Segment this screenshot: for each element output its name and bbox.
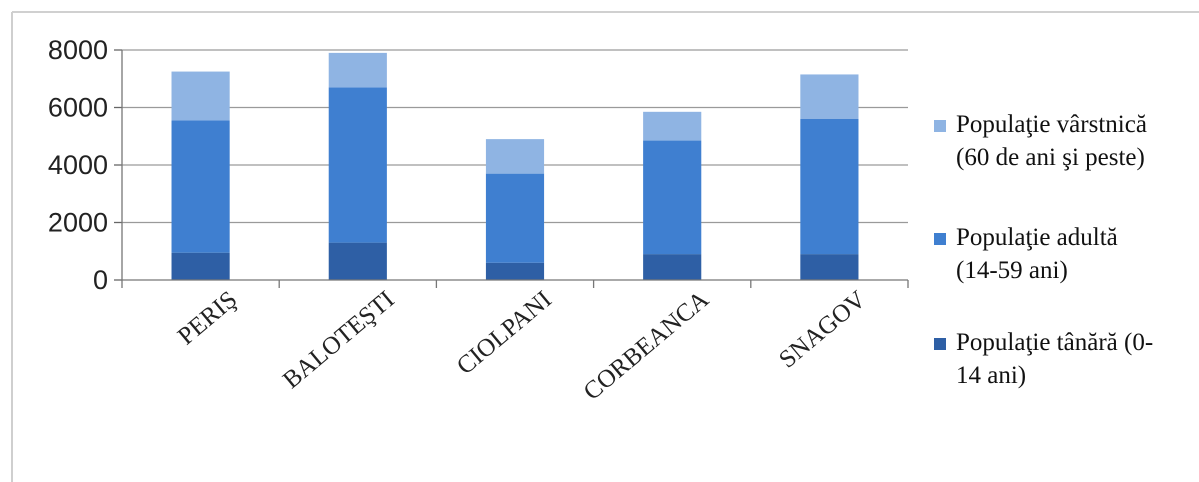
bar-segment: [643, 254, 702, 280]
y-tick-label: 8000: [48, 35, 108, 65]
bar-segment: [485, 139, 545, 174]
y-tick-label: 2000: [48, 208, 108, 238]
legend-label: Populaţie adultă: [956, 224, 1118, 251]
legend-label: Populaţie vârstnică: [956, 111, 1147, 138]
x-category-label: CORBEANCA: [579, 286, 714, 406]
bar-segment: [800, 254, 859, 280]
bar-segment: [800, 74, 859, 119]
legend-swatch: [934, 233, 946, 245]
bar-segment: [643, 140, 702, 255]
bar-segment: [800, 119, 859, 255]
x-category-labels: PERIŞ BALOTEŞTI CIOLPANI CORBEANCA SNAGOV: [173, 286, 871, 406]
x-category-label: SNAGOV: [774, 286, 871, 374]
legend: Populaţie vârstnică (60 de ani şi peste) P…: [934, 111, 1153, 389]
bar-segment: [485, 173, 545, 263]
bar-segment: [171, 252, 230, 280]
y-tick-label: 4000: [48, 150, 108, 180]
bar-segment: [171, 120, 230, 253]
x-category-label: PERIŞ: [173, 286, 243, 350]
y-tick-label: 0: [93, 265, 108, 295]
y-tick-label: 6000: [48, 93, 108, 123]
bar-segment: [328, 52, 387, 88]
bar-segment: [328, 242, 387, 280]
legend-label: (60 de ani şi peste): [956, 144, 1145, 171]
bars: [171, 52, 859, 280]
bar-segment: [328, 87, 387, 243]
x-category-label: BALOTEŞTI: [278, 286, 400, 394]
y-tick-labels: 0 2000 4000 6000 8000: [48, 35, 108, 295]
axes: [114, 49, 909, 288]
legend-label: Populaţie tânără (0-: [956, 329, 1153, 356]
bar-segment: [643, 111, 702, 141]
bar-segment: [171, 71, 230, 121]
legend-swatch: [934, 338, 946, 350]
x-category-label: CIOLPANI: [452, 286, 557, 380]
legend-label: (14-59 ani): [956, 257, 1068, 284]
bar-segment: [485, 262, 545, 280]
legend-label: 14 ani): [956, 362, 1026, 389]
legend-swatch: [934, 120, 946, 132]
